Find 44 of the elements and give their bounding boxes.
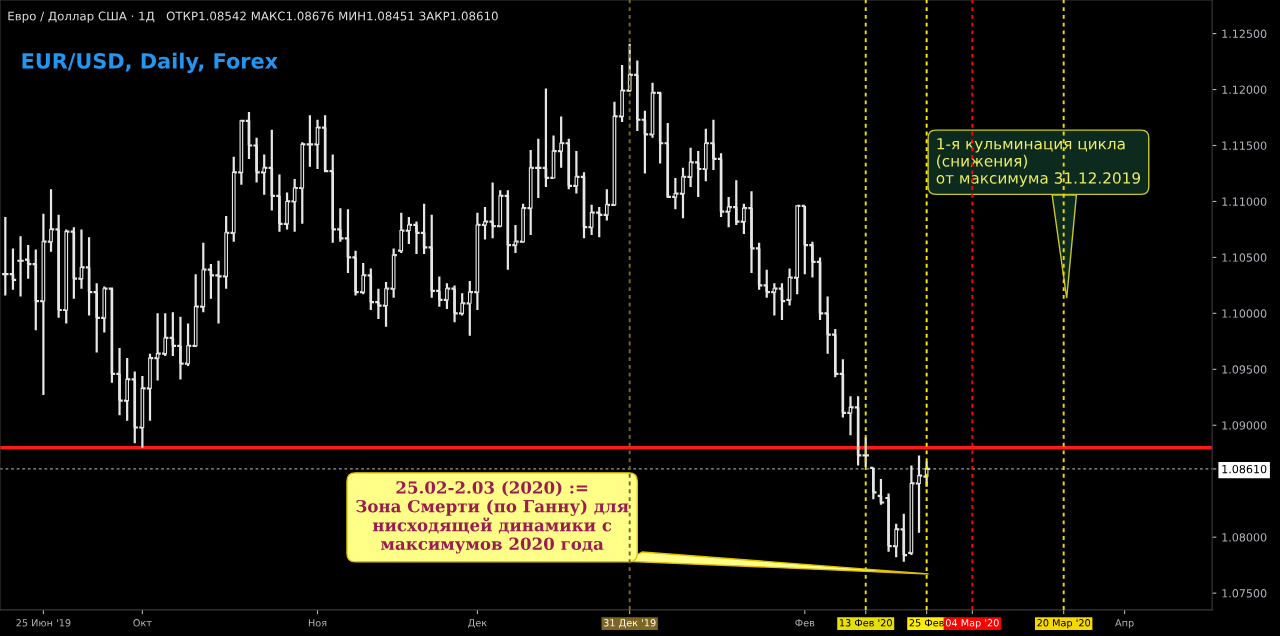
candlestick xyxy=(688,146,693,188)
candlestick xyxy=(475,211,480,312)
y-tick-label: 1.10500 xyxy=(1222,253,1267,262)
y-tick-label: 1.09500 xyxy=(1222,365,1267,374)
candlestick xyxy=(140,374,145,449)
candlestick xyxy=(574,149,579,195)
candlestick xyxy=(193,273,198,349)
x-tick-label: Дек xyxy=(468,619,487,628)
x-tick-label: 13 Фев '20 xyxy=(839,619,892,627)
x-tick-label: Окт xyxy=(133,619,152,627)
x-tick-label: Апр xyxy=(1115,619,1134,629)
candlestick xyxy=(292,177,297,233)
x-tick-label: 31 Дек '19 xyxy=(603,619,656,628)
text: Евро / Доллар США · 1Д ОТКР1.08542 МАКС1.08676 МИН1.08451 ЗАКР1.08610 xyxy=(8,11,498,23)
y-tick-label: 1.08000 xyxy=(1222,533,1267,542)
text: EUR/USD, Daily, Forex xyxy=(22,52,278,73)
x-tick-label: Ноя xyxy=(308,619,327,627)
x-tick-label: 25 Фев xyxy=(909,619,944,627)
candlestick xyxy=(513,223,518,255)
candlestick xyxy=(909,464,914,557)
y-tick-label: 1.08610 xyxy=(1222,464,1267,474)
x-tick-label: Фев xyxy=(795,619,815,627)
candlestick xyxy=(673,176,678,211)
annotation: 25.02-2.03 (2020) := Зона Смерти (по Ганну) для нисходящей динамики с максимумов 2020 года xyxy=(356,480,629,554)
candlestick xyxy=(772,282,777,317)
candlestick xyxy=(726,195,731,229)
candlestick xyxy=(155,312,160,382)
x-tick-label: 25 Июн '19 xyxy=(16,619,71,627)
y-tick-label: 1.12500 xyxy=(1222,29,1267,38)
y-tick-label: 1.10000 xyxy=(1222,309,1267,318)
annotation: 1-я кульминация цикла (снижения) от максимума 31.12.2019 xyxy=(936,138,1141,187)
x-tick-label: 04 Мар '20 xyxy=(945,619,999,629)
y-tick-label: 1.07500 xyxy=(1222,589,1267,598)
candlestick xyxy=(391,247,396,299)
candlestick xyxy=(239,118,244,186)
candlestick xyxy=(589,203,594,237)
candlestick xyxy=(787,267,792,307)
x-tick-label: 20 Мар '20 xyxy=(1037,619,1091,629)
y-tick-label: 1.09000 xyxy=(1222,421,1267,430)
y-tick-label: 1.11500 xyxy=(1222,141,1267,150)
y-tick-label: 1.11000 xyxy=(1222,197,1267,206)
candlestick xyxy=(41,212,46,397)
candlestick xyxy=(102,285,107,334)
y-tick-label: 1.12000 xyxy=(1222,85,1267,94)
